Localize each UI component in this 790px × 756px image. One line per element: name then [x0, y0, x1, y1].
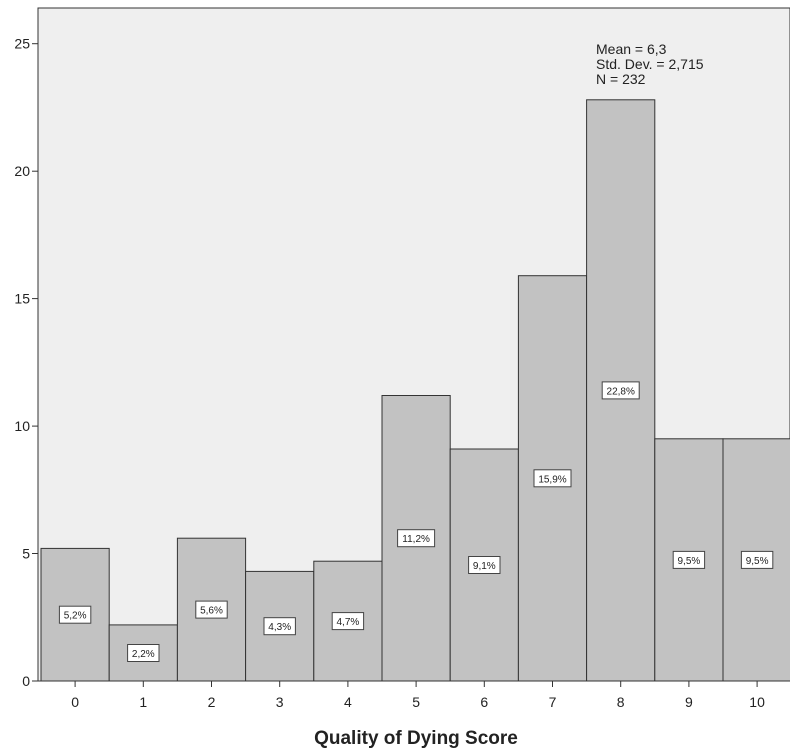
x-tick-label: 9	[685, 694, 693, 710]
x-tick-label: 3	[276, 694, 284, 710]
data-label-box	[195, 600, 228, 619]
x-tick-label: 6	[480, 694, 488, 710]
data-label: 5,2%	[64, 611, 87, 622]
y-tick-label: 5	[22, 546, 30, 562]
bars-group: 5,2% 2,2% 5,6% 4,3% 4,7% 11,2% 9,1% 15,9% 22,8% 9…	[40, 99, 790, 682]
x-tick-label: 1	[139, 694, 147, 710]
data-label-box	[601, 381, 640, 400]
data-label-box	[533, 469, 572, 488]
x-tick-label: 10	[749, 694, 765, 710]
stats-line: Mean = 6,3	[596, 41, 667, 57]
data-label: 11,2%	[402, 534, 430, 545]
data-label: 4,3%	[268, 622, 291, 633]
x-axis-title: Quality of Dying Score	[314, 728, 518, 749]
y-tick-label: 20	[14, 163, 30, 179]
data-label-box	[397, 529, 436, 548]
data-label-box	[58, 605, 92, 624]
x-tick-label: 0	[71, 694, 79, 710]
data-label: 2,2%	[132, 649, 155, 660]
data-label-box	[672, 550, 706, 569]
data-label: 9,5%	[746, 556, 769, 567]
x-tick-label: 4	[344, 694, 352, 710]
data-label-box	[127, 644, 160, 662]
y-tick-label: 0	[22, 673, 30, 689]
axes-group: 0 5 10 15 20 25 0 1 2 3 4 5 6 7 8 9 10	[14, 36, 765, 710]
data-label: 15,9%	[538, 474, 566, 485]
stats-line: Std. Dev. = 2,715	[596, 56, 704, 72]
data-label-box	[263, 617, 296, 636]
data-label: 4,7%	[337, 617, 360, 628]
data-label-box	[468, 556, 501, 574]
x-tick-label: 5	[412, 694, 420, 710]
y-tick-label: 25	[14, 36, 30, 52]
y-tick-label: 15	[14, 291, 30, 307]
x-tick-label: 7	[549, 694, 557, 710]
data-label: 9,5%	[678, 556, 701, 567]
data-label-box	[740, 550, 774, 569]
data-label: 9,1%	[473, 561, 496, 572]
data-label: 22,8%	[607, 386, 635, 397]
y-tick-label: 10	[14, 418, 30, 434]
x-tick-label: 2	[208, 694, 216, 710]
stats-line: N = 232	[596, 71, 646, 87]
data-label: 5,6%	[200, 606, 223, 617]
data-label-box	[331, 612, 365, 631]
x-tick-label: 8	[617, 694, 625, 710]
